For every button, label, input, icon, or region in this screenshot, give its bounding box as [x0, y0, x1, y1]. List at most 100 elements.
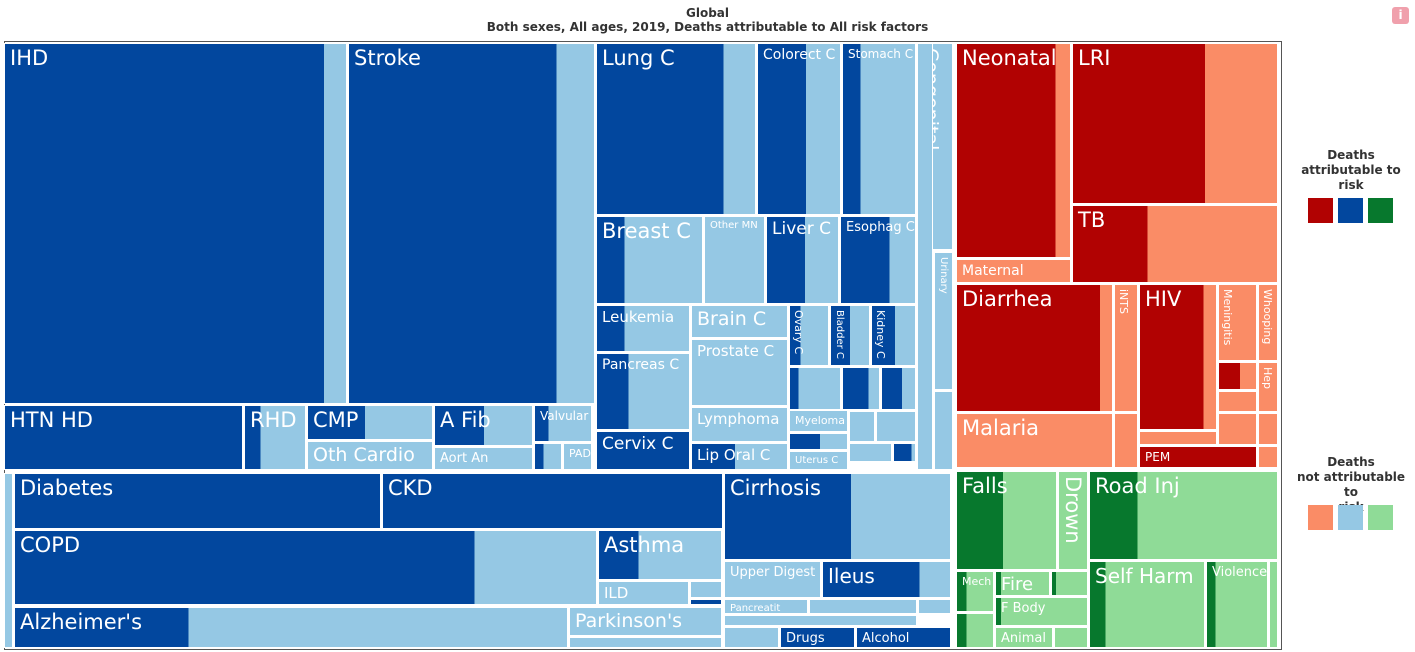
- cell-lri[interactable]: LRI: [1072, 43, 1278, 204]
- cell-m8[interactable]: [893, 443, 916, 462]
- cell-cervixc[interactable]: Cervix C: [596, 431, 690, 470]
- cell-ild[interactable]: ILD: [598, 581, 689, 605]
- cell-m5[interactable]: [876, 411, 916, 442]
- cell-m28[interactable]: [1051, 571, 1088, 596]
- cell-m25[interactable]: [1139, 431, 1217, 445]
- cell-htnhd[interactable]: HTN HD: [4, 405, 243, 470]
- cell-upperdigest[interactable]: Upper Digest: [724, 561, 821, 598]
- cell-m29[interactable]: [1054, 627, 1088, 648]
- cell-prostatec[interactable]: Prostate C: [691, 339, 788, 406]
- cell-malaria[interactable]: Malaria: [956, 413, 1113, 468]
- cell-pad[interactable]: PAD: [563, 443, 592, 470]
- cell-afib[interactable]: A Fib: [434, 405, 533, 446]
- cell-m16[interactable]: [918, 599, 951, 614]
- cell-m10[interactable]: [917, 43, 933, 470]
- cell-urinary[interactable]: Urinary: [934, 252, 953, 390]
- cell-m15[interactable]: [809, 599, 917, 614]
- cell-m24[interactable]: [1114, 413, 1138, 468]
- cell-m11[interactable]: [934, 391, 953, 470]
- cell-uterusc[interactable]: Uterus C: [789, 451, 848, 470]
- cell-meningitis[interactable]: Meningitis: [1218, 284, 1257, 361]
- cell-m7[interactable]: [849, 443, 892, 462]
- cell-falls[interactable]: Falls: [956, 471, 1057, 570]
- cell-m21[interactable]: [1218, 391, 1257, 412]
- cell-cirrhosis[interactable]: Cirrhosis: [724, 473, 951, 560]
- cell-asthma[interactable]: Asthma: [598, 530, 722, 580]
- cell-aortan[interactable]: Aort An: [434, 447, 533, 470]
- cell-m2[interactable]: [842, 367, 880, 410]
- cell-ckd[interactable]: CKD: [382, 473, 723, 529]
- cell-m3[interactable]: [881, 367, 916, 410]
- cell-mech[interactable]: Mech: [956, 571, 994, 612]
- cell-liverc[interactable]: Liver C: [766, 216, 839, 304]
- cell-stroke[interactable]: Stroke: [348, 43, 595, 404]
- cell-alcohol[interactable]: Alcohol: [856, 627, 951, 648]
- cell-label-diabetes: Diabetes: [20, 476, 114, 500]
- cell-m1[interactable]: [789, 367, 841, 410]
- cell-pancreasc[interactable]: Pancreas C: [596, 353, 690, 430]
- cell-ihd[interactable]: IHD: [4, 43, 347, 404]
- cell-m14[interactable]: [690, 599, 722, 605]
- cell-diarrhea[interactable]: Diarrhea: [956, 284, 1113, 412]
- cell-m27[interactable]: [956, 613, 994, 648]
- cell-drown[interactable]: Drown: [1058, 471, 1088, 570]
- cell-pem[interactable]: PEM: [1139, 446, 1257, 468]
- cell-fire[interactable]: Fire: [995, 571, 1050, 596]
- cell-m18[interactable]: [724, 627, 779, 648]
- cell-neonatal[interactable]: Neonatal: [956, 43, 1071, 258]
- cell-ileus[interactable]: Ileus: [822, 561, 951, 598]
- cell-ints[interactable]: iNTS: [1114, 284, 1138, 412]
- cell-rhd[interactable]: RHD: [244, 405, 306, 470]
- cell-esophagc[interactable]: Esophag C: [840, 216, 916, 304]
- cell-diabetes[interactable]: Diabetes: [14, 473, 381, 529]
- cell-m6[interactable]: [789, 433, 848, 450]
- cell-myeloma[interactable]: Myeloma: [789, 410, 848, 432]
- cell-breastc[interactable]: Breast C: [596, 216, 703, 304]
- cell-liporalc[interactable]: Lip Oral C: [691, 443, 788, 470]
- cell-selfharm[interactable]: Self Harm: [1089, 561, 1205, 648]
- cell-leukemia[interactable]: Leukemia: [596, 305, 690, 352]
- cell-animal[interactable]: Animal: [995, 627, 1053, 648]
- cell-m4[interactable]: [849, 411, 875, 442]
- cell-violence[interactable]: Violence: [1206, 561, 1268, 648]
- cell-othcardio[interactable]: Oth Cardio: [307, 441, 433, 470]
- cell-maternal[interactable]: Maternal: [956, 259, 1071, 283]
- cell-hep[interactable]: Hep: [1258, 362, 1278, 412]
- cell-bladderc[interactable]: Bladder C: [830, 305, 870, 366]
- cell-colorectc[interactable]: Colorect C: [757, 43, 841, 215]
- cell-drugs[interactable]: Drugs: [780, 627, 855, 648]
- cell-hiv[interactable]: HIV: [1139, 284, 1217, 430]
- cell-m30[interactable]: [1269, 561, 1278, 648]
- info-icon[interactable]: i: [1392, 7, 1409, 24]
- cell-cmp[interactable]: CMP: [307, 405, 433, 440]
- cell-alzheimers[interactable]: Alzheimer's: [14, 607, 568, 648]
- cell-valvular[interactable]: Valvular: [534, 405, 592, 442]
- cell-lymphoma[interactable]: Lymphoma: [691, 407, 788, 442]
- cell-lungc[interactable]: Lung C: [596, 43, 756, 215]
- cell-m13[interactable]: [690, 581, 722, 598]
- cell-label-meningitis: Meningitis: [1221, 289, 1234, 346]
- cell-m12[interactable]: [4, 473, 13, 648]
- cell-stomachc[interactable]: Stomach C: [842, 43, 916, 215]
- cell-m20[interactable]: [1218, 362, 1257, 390]
- cell-m19[interactable]: [569, 637, 722, 648]
- cell-m23[interactable]: [1258, 413, 1278, 445]
- cell-m9[interactable]: [534, 443, 562, 470]
- cell-othermn[interactable]: Other MN: [704, 216, 765, 304]
- cell-kidneyc[interactable]: Kidney C: [871, 305, 916, 366]
- cell-roadinj[interactable]: Road Inj: [1089, 471, 1278, 560]
- cell-parkinsons[interactable]: Parkinson's: [569, 607, 722, 636]
- cell-whooping[interactable]: Whooping: [1258, 284, 1278, 361]
- cell-brainc[interactable]: Brain C: [691, 305, 788, 338]
- cell-m26[interactable]: [1258, 446, 1278, 468]
- cell-ovaryc[interactable]: Ovary C: [789, 305, 829, 366]
- cell-tb[interactable]: TB: [1072, 205, 1278, 283]
- cell-m22[interactable]: [1218, 413, 1257, 445]
- cell-fbody[interactable]: F Body: [995, 597, 1088, 626]
- cell-label-selfharm: Self Harm: [1095, 564, 1194, 588]
- cell-label-drown: Drown: [1061, 476, 1085, 544]
- cell-pancreatit[interactable]: Pancreatit: [724, 599, 808, 614]
- cell-label-falls: Falls: [962, 474, 1008, 498]
- cell-copd[interactable]: COPD: [14, 530, 597, 605]
- cell-m17[interactable]: [724, 615, 917, 626]
